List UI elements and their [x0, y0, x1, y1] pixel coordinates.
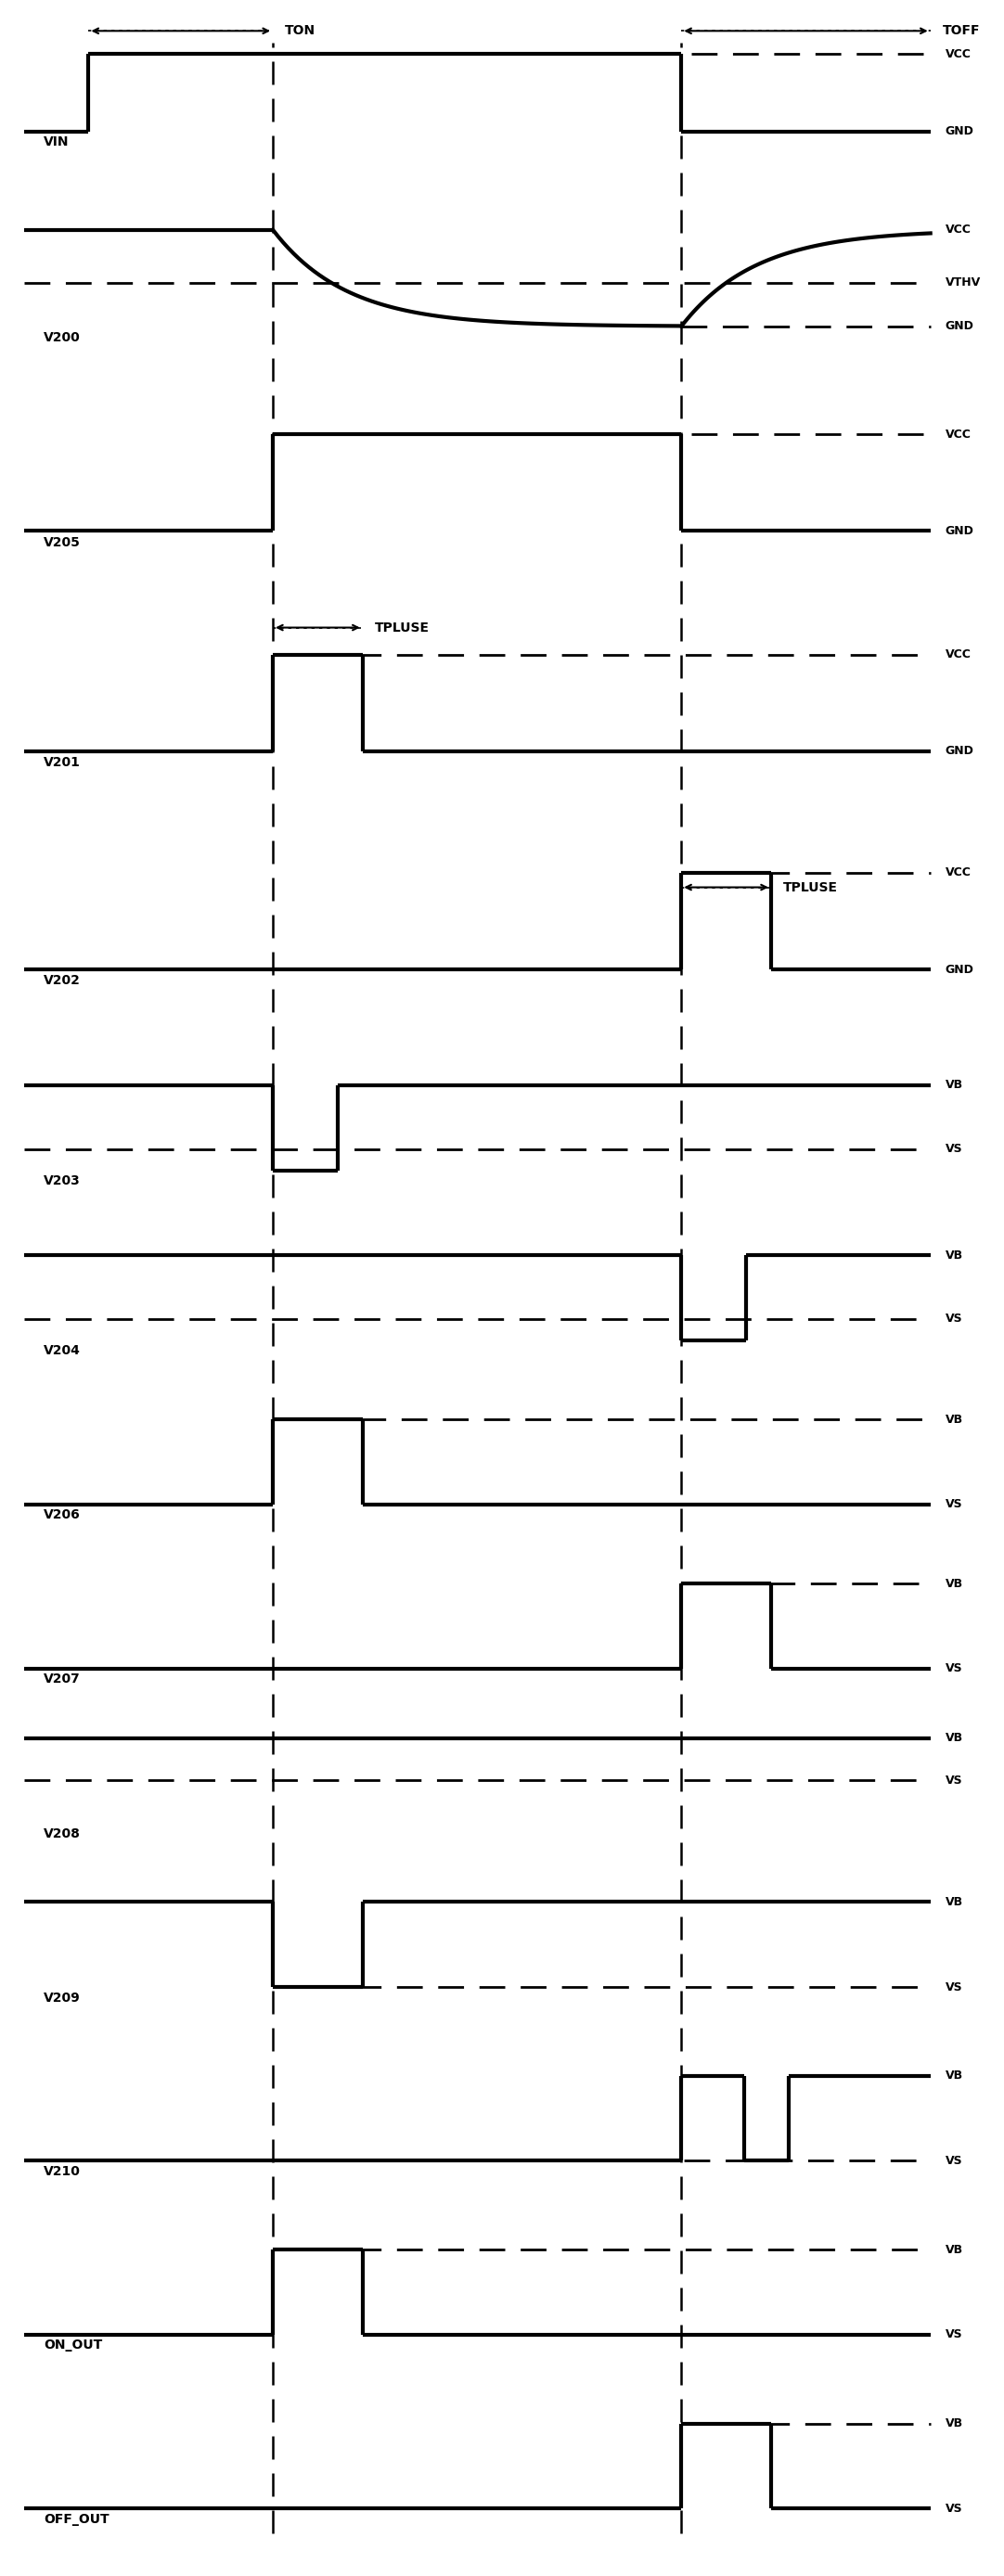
Text: GND: GND	[946, 126, 974, 137]
Text: VCC: VCC	[946, 224, 971, 237]
Text: GND: GND	[946, 963, 974, 976]
Text: VS: VS	[946, 1499, 963, 1510]
Text: V206: V206	[44, 1510, 80, 1522]
Text: VB: VB	[946, 1249, 963, 1262]
Text: VCC: VCC	[946, 49, 971, 59]
Text: VS: VS	[946, 2501, 963, 2514]
Text: VS: VS	[946, 2154, 963, 2166]
Text: VCC: VCC	[946, 428, 971, 440]
Text: VB: VB	[946, 1896, 963, 1909]
Text: VTHV: VTHV	[946, 276, 981, 289]
Text: VB: VB	[946, 1731, 963, 1744]
Text: VS: VS	[946, 1775, 963, 1785]
Text: TPLUSE: TPLUSE	[374, 621, 430, 634]
Text: VIN: VIN	[44, 134, 69, 149]
Text: VS: VS	[946, 2329, 963, 2342]
Text: OFF_OUT: OFF_OUT	[44, 2512, 109, 2524]
Text: VS: VS	[946, 1144, 963, 1154]
Text: GND: GND	[946, 744, 974, 757]
Text: V200: V200	[44, 332, 80, 345]
Text: GND: GND	[946, 526, 974, 536]
Text: VCC: VCC	[946, 649, 971, 659]
Text: V208: V208	[44, 1826, 80, 1839]
Text: VB: VB	[946, 1079, 963, 1092]
Text: TOFF: TOFF	[943, 23, 980, 39]
Text: V205: V205	[44, 536, 80, 549]
Text: VS: VS	[946, 1662, 963, 1674]
Text: VS: VS	[946, 1314, 963, 1324]
Text: ON_OUT: ON_OUT	[44, 2339, 102, 2352]
Text: V202: V202	[44, 974, 80, 987]
Text: VB: VB	[946, 2071, 963, 2081]
Text: VB: VB	[946, 1414, 963, 1425]
Text: V210: V210	[44, 2164, 80, 2179]
Text: VS: VS	[946, 1981, 963, 1994]
Text: VB: VB	[946, 2244, 963, 2257]
Text: VCC: VCC	[946, 866, 971, 878]
Text: V203: V203	[44, 1175, 80, 1188]
Text: VB: VB	[946, 1577, 963, 1589]
Text: TON: TON	[285, 23, 315, 39]
Text: V209: V209	[44, 1991, 80, 2004]
Text: V204: V204	[44, 1345, 80, 1358]
Text: VB: VB	[946, 2416, 963, 2429]
Text: V201: V201	[44, 755, 80, 770]
Text: TPLUSE: TPLUSE	[783, 881, 837, 894]
Text: GND: GND	[946, 319, 974, 332]
Text: V207: V207	[44, 1672, 80, 1685]
